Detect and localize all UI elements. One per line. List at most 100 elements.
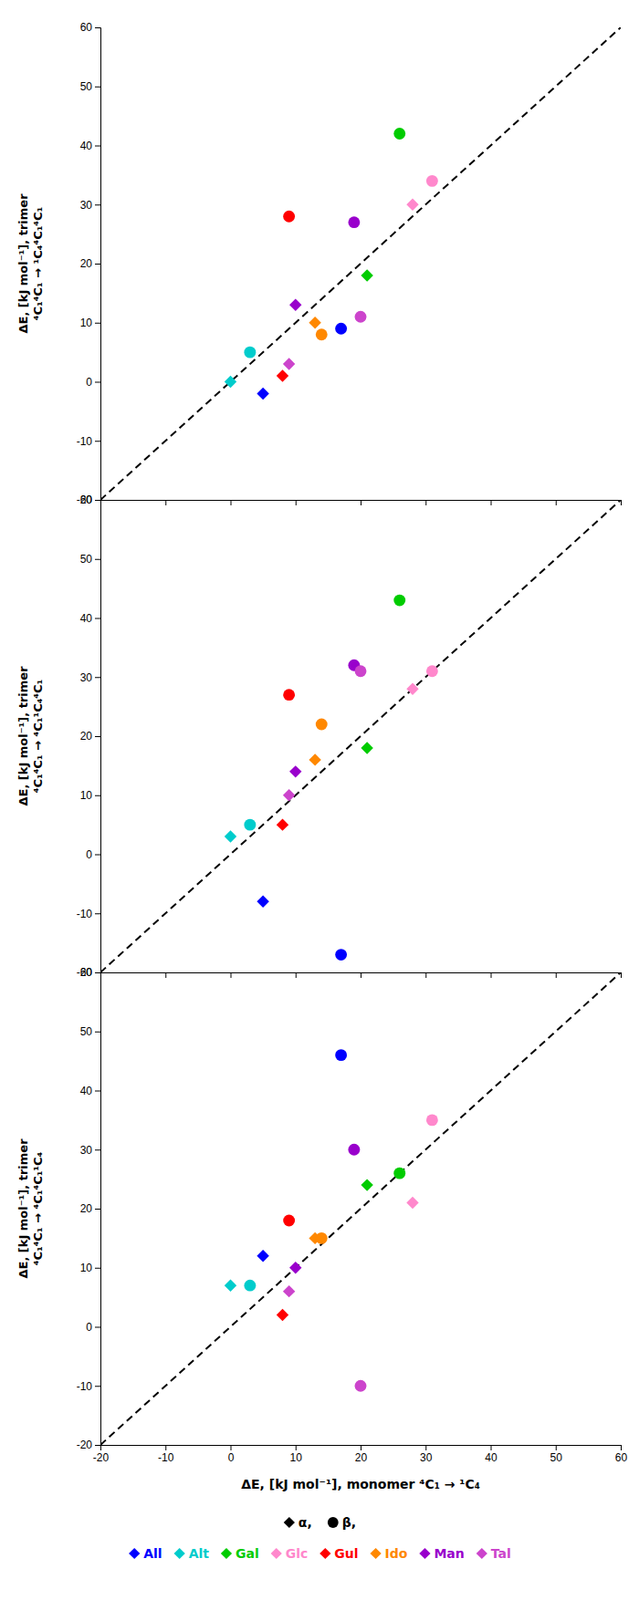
x-tick-mark xyxy=(425,973,427,979)
point xyxy=(335,1049,347,1062)
y-tick: 60 xyxy=(80,493,101,507)
point xyxy=(406,682,419,695)
x-tick xyxy=(360,973,362,979)
y-axis: -20-100102030405060 xyxy=(76,20,102,507)
point xyxy=(406,199,419,211)
y-axis-line xyxy=(94,974,102,1447)
x-tick-label: 20 xyxy=(355,1452,368,1466)
point xyxy=(243,346,256,359)
y-tick-mark xyxy=(94,1150,101,1152)
y-tick-label: -20 xyxy=(76,1439,94,1453)
series xyxy=(224,199,420,401)
x-tick-mark xyxy=(620,1445,622,1452)
legend-label: Ido xyxy=(385,1547,409,1562)
series xyxy=(243,1049,438,1393)
y-tick-mark xyxy=(94,677,101,679)
x-tick-mark xyxy=(491,1445,493,1452)
x-tick: 60 xyxy=(615,1445,629,1466)
x-tick xyxy=(425,973,427,979)
point xyxy=(393,595,406,608)
y-tick-label: 60 xyxy=(80,966,94,980)
y-tick-mark xyxy=(94,973,101,975)
y-tick-mark xyxy=(94,1268,101,1270)
x-tick xyxy=(555,973,557,979)
point xyxy=(315,719,328,732)
y-tick-label: -10 xyxy=(76,435,94,449)
point xyxy=(360,742,373,755)
legend-item: α, xyxy=(283,1516,313,1531)
legend-swatch xyxy=(271,1549,283,1561)
y-tick-label: -20 xyxy=(76,493,94,507)
y-tick: 20 xyxy=(80,257,101,271)
x-tick-mark xyxy=(295,973,297,979)
x-tick: 40 xyxy=(484,1445,498,1466)
series xyxy=(243,127,438,358)
y-tick: 0 xyxy=(85,848,101,862)
y-tick-mark xyxy=(94,736,101,738)
x-tick-label: 10 xyxy=(290,1452,304,1466)
x-tick xyxy=(230,973,232,979)
y-tick-mark xyxy=(94,146,101,147)
point xyxy=(282,1215,295,1228)
legend-swatch xyxy=(419,1549,430,1561)
y-axis-title: ΔE, [kJ mol⁻¹], trimer⁴C₁⁴C₁ → ⁴C₁⁴C₁¹C₄ xyxy=(16,1139,45,1280)
point xyxy=(426,175,439,188)
y-tick: 50 xyxy=(80,80,101,94)
point xyxy=(308,316,321,329)
y-tick: 10 xyxy=(80,789,101,803)
point xyxy=(360,269,373,282)
legend: α,β,AllAltGalGlcGulIdoManTal xyxy=(128,1516,512,1562)
y-tick: 30 xyxy=(80,671,101,685)
y-tick-label: -20 xyxy=(76,966,94,980)
x-axis-line xyxy=(101,974,622,980)
y-tick-label: 50 xyxy=(80,80,94,94)
x-tick-mark xyxy=(425,1445,427,1452)
y-tick: 30 xyxy=(80,1144,101,1158)
y-tick-mark xyxy=(94,500,101,502)
legend-item: Gal xyxy=(220,1547,260,1562)
x-tick xyxy=(620,500,622,506)
y-axis-title: ΔE, [kJ mol⁻¹], trimer⁴C₁⁴C₁ → ⁴C₁¹C₄⁴C₁ xyxy=(16,666,45,807)
legend-swatch xyxy=(319,1549,331,1561)
x-tick: -10 xyxy=(157,1445,175,1466)
point xyxy=(355,311,367,324)
y-tick-mark xyxy=(94,1209,101,1211)
x-tick xyxy=(425,500,427,506)
point xyxy=(393,127,406,140)
x-tick xyxy=(230,500,232,506)
legend-item: Tal xyxy=(476,1547,512,1562)
point xyxy=(355,1381,367,1394)
y-tick-mark xyxy=(94,1091,101,1093)
point xyxy=(282,1286,295,1299)
legend-label: β, xyxy=(342,1516,357,1531)
x-tick xyxy=(165,973,167,979)
legend-row: α, β, xyxy=(283,1516,357,1531)
y-tick-mark xyxy=(94,796,101,797)
point xyxy=(289,299,302,312)
series xyxy=(243,595,438,962)
x-tick-label: 40 xyxy=(484,1452,498,1466)
x-axis xyxy=(101,500,622,506)
point xyxy=(393,1168,406,1181)
y-tick-label: 20 xyxy=(80,257,94,271)
legend-swatch xyxy=(174,1549,186,1561)
plot-area xyxy=(100,500,621,974)
x-tick xyxy=(165,500,167,506)
x-axis xyxy=(101,973,622,979)
point xyxy=(308,754,321,766)
point xyxy=(282,789,295,802)
y-tick-mark xyxy=(94,1445,101,1447)
legend-label: All xyxy=(143,1547,162,1562)
point xyxy=(224,376,237,388)
x-tick: 30 xyxy=(419,1445,433,1466)
y-tick-label: 0 xyxy=(85,1321,93,1335)
y-tick-label: 40 xyxy=(80,612,94,626)
point xyxy=(406,1197,419,1210)
x-tick xyxy=(295,500,297,506)
legend-item: All xyxy=(128,1547,163,1562)
y-tick: -10 xyxy=(76,908,101,922)
legend-item: Alt xyxy=(174,1547,210,1562)
legend-item: Man xyxy=(419,1547,464,1562)
x-tick-mark xyxy=(230,500,232,506)
x-tick-mark xyxy=(620,973,622,979)
